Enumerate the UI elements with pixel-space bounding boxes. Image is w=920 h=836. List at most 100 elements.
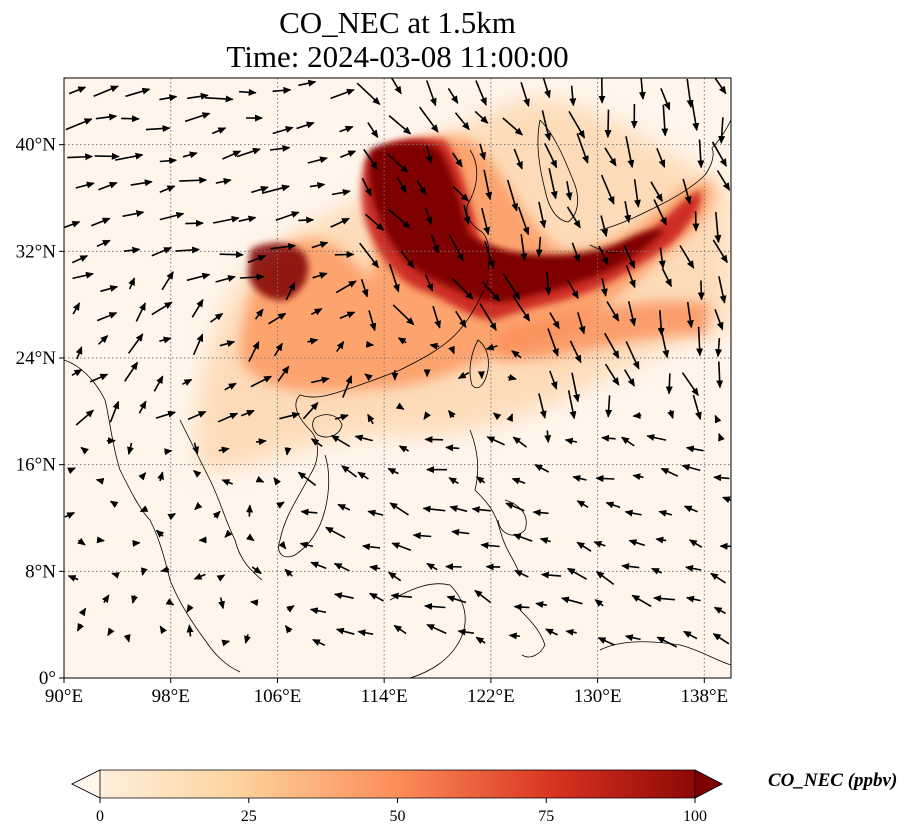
wind-arrow — [600, 215, 608, 238]
wind-arrow — [577, 312, 586, 335]
wind-arrow — [571, 372, 580, 403]
wind-arrow — [127, 442, 134, 455]
wind-arrow — [250, 599, 259, 607]
wind-arrow — [600, 174, 615, 205]
wind-arrow — [400, 250, 415, 269]
wind-arrow — [463, 204, 471, 226]
wind-arrow — [506, 413, 514, 423]
wind-arrow — [396, 176, 407, 194]
wind-arrow — [423, 411, 431, 420]
wind-arrow — [365, 340, 375, 348]
wind-arrow — [387, 571, 402, 582]
wind-arrow — [696, 326, 704, 357]
wind-arrow — [367, 122, 379, 139]
wind-arrow — [268, 312, 287, 325]
wind-arrow — [337, 503, 351, 511]
wind-arrow — [422, 505, 446, 513]
y-tick-label: 40°N — [16, 135, 57, 156]
wind-arrow — [367, 509, 384, 517]
wind-arrow — [511, 477, 526, 485]
wind-arrow — [342, 375, 353, 398]
wind-arrow — [513, 148, 523, 170]
wind-arrow — [451, 277, 474, 300]
wind-arrow — [209, 312, 224, 323]
x-tick-label: 114°E — [361, 686, 408, 707]
wind-arrow — [77, 537, 86, 546]
wind-arrow — [310, 307, 323, 316]
colorbar-tick-label: 50 — [390, 808, 406, 825]
wind-arrow — [145, 125, 171, 133]
wind-arrow — [688, 539, 703, 548]
wind-arrow — [540, 571, 562, 579]
wind-arrow — [457, 628, 475, 636]
wind-arrow — [218, 597, 225, 610]
y-tick-label: 8°N — [25, 561, 56, 582]
wind-arrow — [486, 436, 505, 446]
wind-arrow — [424, 207, 433, 226]
wind-arrow — [339, 125, 354, 133]
wind-arrow — [388, 263, 400, 293]
wind-arrow — [685, 445, 704, 453]
wind-arrow — [151, 247, 173, 257]
wind-arrow — [161, 271, 174, 291]
wind-arrow — [64, 220, 81, 229]
wind-arrow — [545, 628, 558, 636]
wind-arrow — [311, 638, 326, 647]
wind-arrow — [548, 168, 558, 200]
wind-arrow — [416, 180, 427, 196]
wind-arrow — [539, 537, 551, 545]
wind-arrow — [569, 340, 582, 364]
wind-arrow — [485, 343, 498, 351]
wind-arrow — [714, 414, 722, 424]
wind-arrow — [517, 206, 530, 236]
wind-arrow — [167, 513, 177, 521]
wind-arrow — [445, 444, 460, 452]
wind-arrow — [718, 276, 727, 304]
wind-arrow — [392, 304, 415, 326]
wind-arrow — [182, 151, 198, 159]
wind-arrow — [310, 561, 327, 570]
wind-arrow — [175, 246, 200, 254]
wind-arrow — [311, 241, 329, 249]
wind-arrow — [115, 152, 144, 161]
wind-arrow — [159, 211, 185, 221]
x-tick-label: 122°E — [467, 686, 515, 707]
wind-arrow — [341, 465, 358, 478]
wind-arrow — [107, 627, 115, 637]
wind-arrow — [512, 295, 531, 322]
wind-arrow — [448, 477, 459, 485]
wind-arrow — [357, 629, 374, 637]
wind-arrow — [659, 326, 670, 359]
wind-arrow — [95, 477, 105, 485]
wind-arrow — [246, 504, 254, 517]
wind-arrow — [593, 541, 606, 548]
colorbar-tick-label: 100 — [683, 808, 707, 825]
wind-arrow — [484, 241, 495, 269]
wind-arrow — [75, 409, 95, 426]
wind-arrow — [681, 372, 699, 397]
wind-arrow — [685, 595, 701, 603]
wind-arrow — [713, 606, 726, 615]
wind-arrow — [451, 528, 470, 536]
wind-arrow — [418, 106, 439, 133]
wind-arrow — [547, 328, 559, 357]
wind-arrow — [159, 336, 172, 344]
wind-arrow — [184, 112, 211, 123]
wind-arrow — [627, 301, 637, 327]
wind-arrow — [130, 179, 153, 187]
wind-arrow — [538, 393, 547, 419]
wind-arrow — [123, 246, 141, 254]
wind-arrow — [159, 157, 178, 165]
y-tick-label: 16°N — [16, 455, 57, 476]
wind-arrow — [628, 539, 646, 547]
wind-arrow — [238, 215, 257, 223]
wind-arrow — [686, 301, 694, 329]
wind-arrow — [597, 637, 615, 646]
wind-arrow — [387, 208, 411, 229]
wind-arrow — [514, 569, 529, 578]
wind-arrow — [502, 117, 523, 136]
wind-arrow — [714, 309, 724, 331]
wind-arrow — [508, 632, 520, 640]
x-tick-label: 138°E — [680, 686, 728, 707]
wind-arrow — [157, 471, 164, 482]
